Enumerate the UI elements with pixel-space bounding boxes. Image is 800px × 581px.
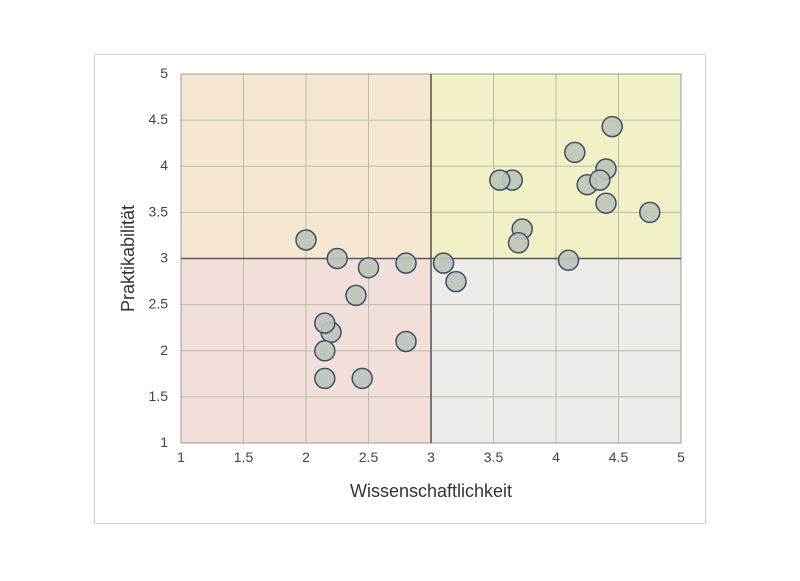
svg-text:5: 5: [677, 449, 685, 465]
svg-text:Praktikabilität: Praktikabilität: [118, 205, 138, 312]
svg-text:Wissenschaftlichkeit: Wissenschaftlichkeit: [350, 481, 512, 501]
svg-text:4: 4: [160, 157, 168, 173]
svg-text:5: 5: [160, 65, 168, 81]
svg-text:2: 2: [302, 449, 310, 465]
svg-text:4: 4: [552, 449, 560, 465]
svg-text:2.5: 2.5: [149, 296, 169, 312]
svg-text:4.5: 4.5: [609, 449, 629, 465]
svg-text:1: 1: [160, 434, 168, 450]
svg-text:3.5: 3.5: [484, 449, 504, 465]
svg-text:2: 2: [160, 342, 168, 358]
svg-text:3.5: 3.5: [149, 203, 169, 219]
svg-text:2.5: 2.5: [359, 449, 379, 465]
svg-text:1: 1: [177, 449, 185, 465]
svg-text:3: 3: [160, 250, 168, 266]
svg-text:4.5: 4.5: [149, 111, 169, 127]
svg-text:1.5: 1.5: [234, 449, 254, 465]
svg-text:3: 3: [427, 449, 435, 465]
svg-text:1.5: 1.5: [149, 388, 169, 404]
